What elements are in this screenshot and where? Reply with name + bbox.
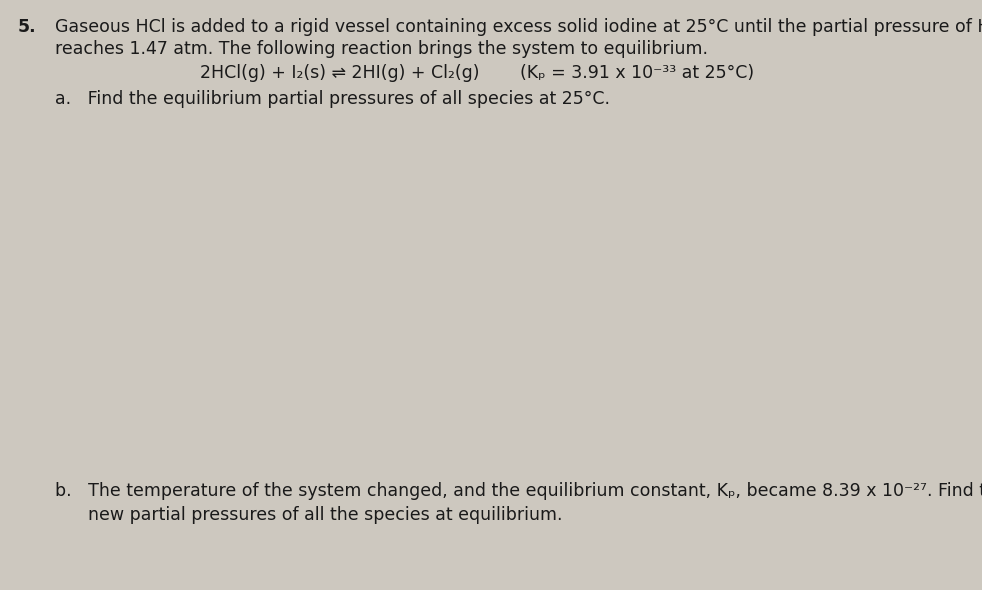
Text: 2HCl(g) + I₂(s) ⇌ 2HI(g) + Cl₂(g): 2HCl(g) + I₂(s) ⇌ 2HI(g) + Cl₂(g) <box>200 64 479 82</box>
Text: (Kₚ = 3.91 x 10⁻³³ at 25°C): (Kₚ = 3.91 x 10⁻³³ at 25°C) <box>520 64 754 82</box>
Text: new partial pressures of all the species at equilibrium.: new partial pressures of all the species… <box>55 506 563 524</box>
Text: b.   The temperature of the system changed, and the equilibrium constant, Kₚ, be: b. The temperature of the system changed… <box>55 482 982 500</box>
Text: Gaseous HCl is added to a rigid vessel containing excess solid iodine at 25°C un: Gaseous HCl is added to a rigid vessel c… <box>55 18 982 36</box>
Text: a.   Find the equilibrium partial pressures of all species at 25°C.: a. Find the equilibrium partial pressure… <box>55 90 610 108</box>
Text: 5.: 5. <box>18 18 36 36</box>
Text: reaches 1.47 atm. The following reaction brings the system to equilibrium.: reaches 1.47 atm. The following reaction… <box>55 40 708 58</box>
